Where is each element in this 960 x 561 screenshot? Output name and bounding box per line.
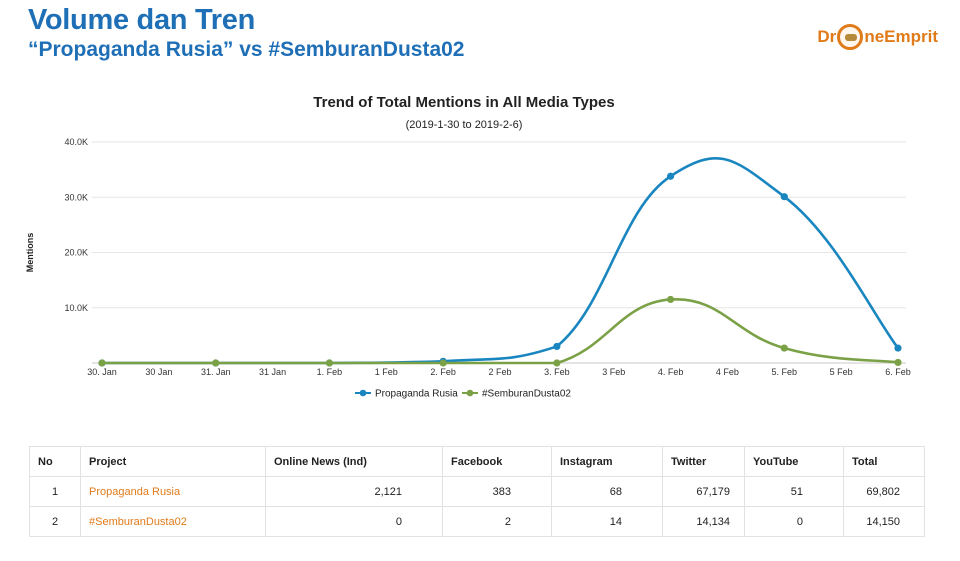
data-point bbox=[553, 359, 561, 367]
y-tick-label: 20.0K bbox=[64, 248, 88, 258]
drone-emprit-logo: Dr neEmprit bbox=[817, 24, 938, 50]
logo-text-right: neEmprit bbox=[864, 27, 938, 46]
cell-no: 2 bbox=[29, 506, 81, 537]
cell-project-link[interactable]: #SemburanDusta02 bbox=[80, 506, 266, 537]
legend-item-2: #SemburanDusta02 bbox=[482, 389, 571, 400]
data-point bbox=[666, 172, 675, 180]
mentions-summary-table: No Project Online News (Ind) Facebook In… bbox=[29, 446, 925, 537]
x-tick-label: 2. Feb bbox=[430, 367, 456, 377]
chart-subtitle: (2019-1-30 to 2019-2-6) bbox=[406, 119, 523, 131]
data-point bbox=[780, 344, 788, 352]
col-facebook: Facebook bbox=[442, 446, 552, 477]
cell-instagram: 68 bbox=[551, 476, 663, 507]
x-minor-tick-label: 30 Jan bbox=[145, 367, 172, 377]
data-point bbox=[212, 359, 220, 367]
page-title: Volume dan Tren bbox=[28, 4, 256, 36]
x-tick-label: 1. Feb bbox=[317, 367, 343, 377]
col-youtube: YouTube bbox=[744, 446, 844, 477]
series-line-2 bbox=[101, 298, 899, 365]
col-no: No bbox=[29, 446, 81, 477]
x-minor-tick-label: 3 Feb bbox=[602, 367, 625, 377]
col-twitter: Twitter bbox=[662, 446, 745, 477]
x-tick-label: 31. Jan bbox=[201, 367, 231, 377]
col-instagram: Instagram bbox=[551, 446, 663, 477]
cell-no: 1 bbox=[29, 476, 81, 507]
cell-instagram: 14 bbox=[551, 506, 663, 537]
data-point bbox=[325, 359, 334, 367]
col-total: Total bbox=[843, 446, 925, 477]
data-point bbox=[894, 358, 902, 367]
cell-twitter: 14,134 bbox=[662, 506, 745, 537]
data-point bbox=[780, 193, 788, 201]
chart-title: Trend of Total Mentions in All Media Typ… bbox=[313, 94, 614, 111]
cell-facebook: 2 bbox=[442, 506, 552, 537]
table-row: 2 #SemburanDusta02 0 2 14 14,134 0 14,15… bbox=[29, 506, 925, 537]
table-header-row: No Project Online News (Ind) Facebook In… bbox=[29, 446, 925, 477]
x-tick-label: 4. Feb bbox=[658, 367, 684, 377]
data-point bbox=[439, 359, 447, 367]
logo-text-left: Dr bbox=[817, 27, 837, 46]
data-point bbox=[553, 342, 561, 351]
legend-marker bbox=[466, 389, 474, 397]
x-minor-tick-label: 1 Feb bbox=[375, 367, 398, 377]
cell-youtube: 51 bbox=[744, 476, 844, 507]
cell-online-news: 0 bbox=[265, 506, 443, 537]
mentions-trend-chart: Trend of Total Mentions in All Media Typ… bbox=[25, 94, 911, 400]
y-axis-label: Mentions bbox=[25, 233, 35, 273]
data-point bbox=[894, 344, 902, 352]
cell-youtube: 0 bbox=[744, 506, 844, 537]
x-tick-label: 30. Jan bbox=[87, 367, 117, 377]
y-tick-label: 10.0K bbox=[64, 303, 88, 313]
data-point bbox=[666, 295, 675, 304]
y-tick-label: 40.0K bbox=[64, 137, 88, 147]
x-minor-tick-label: 5 Feb bbox=[830, 367, 853, 377]
x-minor-tick-label: 31 Jan bbox=[259, 367, 286, 377]
cell-total: 14,150 bbox=[843, 506, 925, 537]
x-tick-label: 5. Feb bbox=[772, 367, 798, 377]
x-minor-tick-label: 2 Feb bbox=[488, 367, 511, 377]
data-point bbox=[98, 359, 106, 367]
y-tick-label: 30.0K bbox=[64, 192, 88, 202]
drone-icon bbox=[837, 24, 864, 50]
x-minor-tick-label: 4 Feb bbox=[716, 367, 739, 377]
x-tick-label: 6. Feb bbox=[885, 367, 911, 377]
page-subtitle: “Propaganda Rusia” vs #SemburanDusta02 bbox=[28, 38, 465, 61]
cell-facebook: 383 bbox=[442, 476, 552, 507]
cell-total: 69,802 bbox=[843, 476, 925, 507]
cell-twitter: 67,179 bbox=[662, 476, 745, 507]
cell-online-news: 2,121 bbox=[265, 476, 443, 507]
series-line-1 bbox=[101, 157, 900, 365]
x-tick-label: 3. Feb bbox=[544, 367, 570, 377]
legend-marker bbox=[359, 389, 367, 397]
legend-item-1: Propaganda Rusia bbox=[375, 389, 458, 400]
col-project: Project bbox=[80, 446, 266, 477]
cell-project-link[interactable]: Propaganda Rusia bbox=[80, 476, 266, 507]
table-row: 1 Propaganda Rusia 2,121 383 68 67,179 5… bbox=[29, 476, 925, 507]
col-online-news: Online News (Ind) bbox=[265, 446, 443, 477]
